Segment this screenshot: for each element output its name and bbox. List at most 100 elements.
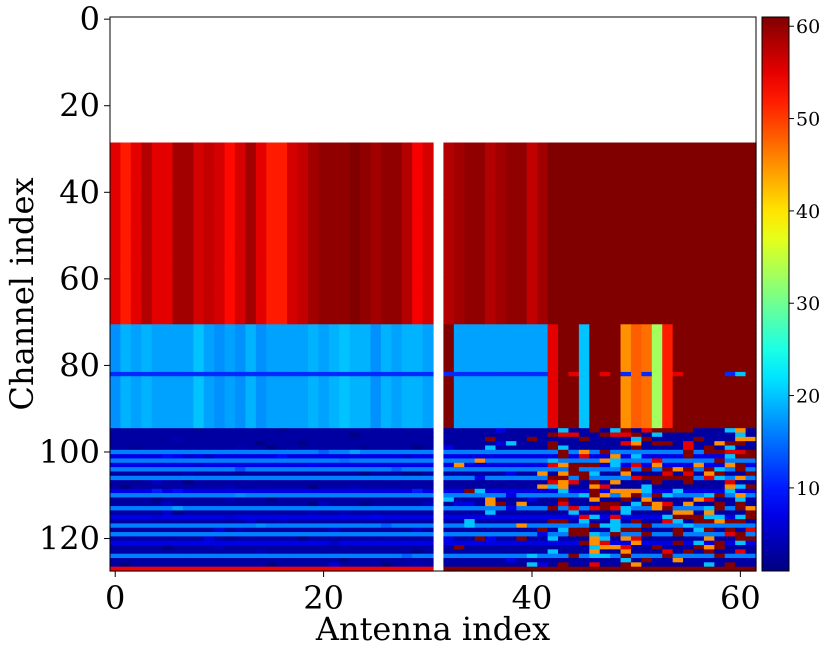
heatmap-cell <box>735 480 747 486</box>
heatmap-cell <box>485 380 497 386</box>
heatmap-cell <box>203 255 215 260</box>
heatmap-cell <box>193 194 205 200</box>
heatmap-cell <box>745 319 757 325</box>
heatmap-cell <box>724 328 736 334</box>
heatmap-cell <box>214 337 226 343</box>
heatmap-cell <box>266 229 278 235</box>
heatmap-cell <box>453 350 465 356</box>
heatmap-cell <box>464 371 476 377</box>
heatmap-cell <box>245 350 257 356</box>
heatmap-cell <box>495 324 507 330</box>
heatmap-cell <box>443 285 455 291</box>
heatmap-cell <box>172 484 184 490</box>
heatmap-cell <box>453 480 465 486</box>
heatmap-cell <box>651 319 663 325</box>
heatmap-cell <box>703 181 715 187</box>
heatmap-cell <box>422 181 434 187</box>
heatmap-cell <box>537 207 549 213</box>
heatmap-cell <box>672 493 684 499</box>
heatmap-cell <box>193 306 205 312</box>
heatmap-cell <box>328 358 340 364</box>
heatmap-cell <box>714 194 726 200</box>
heatmap-cell <box>464 268 476 273</box>
heatmap-cell <box>474 441 486 447</box>
heatmap-cell <box>287 406 299 412</box>
heatmap-cell <box>620 181 632 187</box>
heatmap-cell <box>537 454 549 460</box>
heatmap-cell <box>172 276 184 282</box>
heatmap-cell <box>162 250 174 256</box>
heatmap-cell <box>453 319 465 325</box>
heatmap-cell <box>370 211 382 217</box>
heatmap-cell <box>412 237 424 243</box>
heatmap-cell <box>318 475 330 481</box>
heatmap-cell <box>516 423 528 429</box>
heatmap-cell <box>485 220 497 226</box>
heatmap-cell <box>203 454 215 460</box>
heatmap-cell <box>110 488 122 494</box>
heatmap-cell <box>641 285 653 291</box>
heatmap-cell <box>630 194 642 200</box>
heatmap-cell <box>214 384 226 390</box>
heatmap-cell <box>224 337 236 343</box>
heatmap-cell <box>297 181 309 187</box>
heatmap-cell <box>224 350 236 356</box>
heatmap-cell <box>693 306 705 312</box>
heatmap-cell <box>214 345 226 351</box>
heatmap-cell <box>516 419 528 425</box>
heatmap-cell <box>307 268 319 273</box>
heatmap-cell <box>443 298 455 304</box>
heatmap-cell <box>287 449 299 455</box>
heatmap-cell <box>380 371 392 377</box>
heatmap-cell <box>276 458 288 464</box>
heatmap-cell <box>287 237 299 243</box>
heatmap-cell <box>349 350 361 356</box>
heatmap-cell <box>328 432 340 438</box>
heatmap-cell <box>568 142 580 148</box>
heatmap-cell <box>745 272 757 278</box>
heatmap-cell <box>610 276 622 282</box>
heatmap-cell <box>162 298 174 304</box>
heatmap-cell <box>443 250 455 256</box>
heatmap-cell <box>641 272 653 278</box>
heatmap-cell <box>255 389 267 395</box>
heatmap-cell <box>453 445 465 451</box>
heatmap-cell <box>558 229 570 235</box>
heatmap-cell <box>235 306 247 312</box>
heatmap-cell <box>328 441 340 447</box>
heatmap-cell <box>193 493 205 499</box>
heatmap-cell <box>683 354 695 360</box>
heatmap-cell <box>537 384 549 390</box>
heatmap-cell <box>526 467 538 473</box>
heatmap-cell <box>328 428 340 434</box>
heatmap-cell <box>610 229 622 235</box>
heatmap-cell <box>172 432 184 438</box>
heatmap-cell <box>339 419 351 425</box>
heatmap-cell <box>328 164 340 170</box>
heatmap-cell <box>453 354 465 360</box>
heatmap-cell <box>651 475 663 481</box>
heatmap-cell <box>297 159 309 165</box>
heatmap-cell <box>630 207 642 213</box>
heatmap-cell <box>120 224 132 230</box>
heatmap-cell <box>307 449 319 455</box>
heatmap-cell <box>401 345 413 351</box>
heatmap-cell <box>307 315 319 321</box>
heatmap-cell <box>203 151 215 157</box>
heatmap-cell <box>370 172 382 178</box>
heatmap-cell <box>745 207 757 213</box>
heatmap-cell <box>266 462 278 468</box>
heatmap-cell <box>235 319 247 325</box>
heatmap-cell <box>474 467 486 473</box>
heatmap-cell <box>599 419 611 425</box>
heatmap-cell <box>558 480 570 486</box>
heatmap-cell <box>641 332 653 338</box>
heatmap-cell <box>516 324 528 330</box>
heatmap-cell <box>662 358 674 364</box>
heatmap-cell <box>318 211 330 217</box>
heatmap-cell <box>662 172 674 178</box>
heatmap-cell <box>672 289 684 295</box>
heatmap-cell <box>120 393 132 399</box>
heatmap-cell <box>526 216 538 222</box>
heatmap-cell <box>651 415 663 421</box>
